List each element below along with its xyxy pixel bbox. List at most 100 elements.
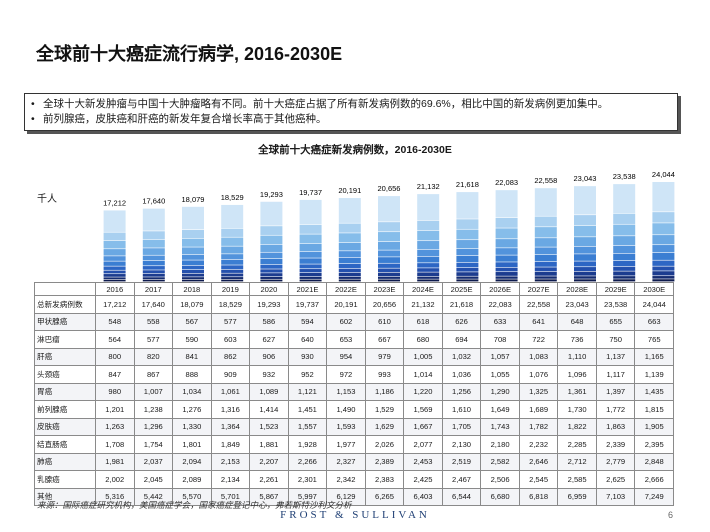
table-row: 乳腺癌 2,002 2,045 2,089 2,134 2,261 2,301 2,342 2,… [34,470,674,489]
table-cell: 1,361 [557,382,597,401]
table-cell: 909 [210,365,251,384]
column-header: 2026E [480,282,520,296]
table-cell: 1,977 [326,435,366,454]
table-cell: 5,701 [210,487,251,506]
table-cell: 1,610 [441,400,482,419]
bar-segment [338,223,361,233]
table-cell: 618 [403,312,443,331]
bar-segment [103,279,126,282]
table-cell: 19,737 [287,295,328,314]
table-cell: 867 [133,365,174,384]
bar-total-label: 17,640 [142,197,165,206]
bar-segment [378,272,400,277]
table-cell: 1,036 [441,365,482,384]
table-cell: 18,529 [210,295,251,314]
table-cell: 1,667 [403,417,443,436]
bar-segment [613,279,636,282]
table-row: 皮肤癌 1,263 1,296 1,330 1,364 1,523 1,557 1,593 1,… [34,417,674,436]
bar-segment [652,181,675,212]
bar-segment [613,260,636,267]
table-cell: 800 [95,347,135,366]
table-row: 甲状腺癌 548 558 567 577 586 594 602 610 618 626 633 641… [34,312,674,331]
table-cell: 841 [172,347,212,366]
bar-segment [417,220,440,231]
bar-total-label: 22,083 [495,178,518,187]
table-cell: 2,339 [595,435,636,454]
bar-segment [338,279,361,282]
table-cell: 2,301 [287,470,328,489]
table-cell: 19,293 [249,295,289,314]
bar-segment [142,266,165,270]
table-cell: 653 [326,330,366,349]
bar-segment [613,271,636,276]
table-cell: 626 [441,312,482,331]
table-cell: 1,005 [403,347,443,366]
table-cell: 7,103 [595,487,636,506]
table-cell: 1,649 [480,400,520,419]
table-cell: 2,585 [557,470,597,489]
table-cell: 1,557 [287,417,328,436]
bar-segment [221,269,244,273]
bar-segment [652,276,675,279]
page-number: 6 [668,510,674,520]
bullet-icon: • [31,98,35,110]
bar-segment [338,257,361,264]
bar-segment [378,263,400,268]
table-cell: 1,629 [364,417,405,436]
bar-segment [299,276,322,279]
table-cell: 847 [95,365,135,384]
bar-segment [221,204,244,229]
table-cell: 1,905 [634,417,674,436]
column-header: 2028E [557,282,597,296]
bar-segment [338,242,361,251]
bar-segment [338,276,361,279]
bar-segment [260,226,283,235]
table-cell: 952 [287,365,328,384]
table-row: 前列腺癌 1,201 1,238 1,276 1,316 1,414 1,451 1,490 1… [34,400,674,419]
table-cell: 648 [557,312,597,331]
row-label: 乳腺癌 [34,470,96,489]
table-cell: 1,730 [557,400,597,419]
table-cell: 1,708 [95,435,135,454]
table-cell: 888 [172,365,212,384]
table-cell: 2,094 [172,452,212,471]
table-cell: 2,261 [249,470,289,489]
table-cell: 667 [364,330,405,349]
bar-segment [142,239,165,248]
unit-label: 千人 [37,194,57,205]
bar-segment [338,272,361,277]
table-cell: 1,397 [595,382,636,401]
bar-segment [299,224,322,234]
bar-segment [260,279,283,282]
table-cell: 641 [518,312,559,331]
table-cell: 20,656 [364,295,405,314]
bar-segment [299,269,322,273]
bar-segment [299,272,322,277]
table-cell: 694 [441,330,482,349]
table-cell: 1,007 [133,382,174,401]
table-cell: 20,191 [326,295,366,314]
table-cell: 548 [95,312,135,331]
row-label: 甲状腺癌 [34,312,96,331]
bar-segment [260,276,283,279]
table-header-row: 2016 2017 2018 2019 2020 2021E 2022E 2023E 2024E… [34,282,674,296]
source-note: 来源：国际癌症研究机构，美国癌症学会，国家癌症登记中心，弗若斯特沙利文分析 [37,500,352,510]
table-cell: 1,782 [518,417,559,436]
bar-segment [574,267,596,272]
bar-segment [534,279,557,282]
table-cell: 1,089 [249,382,289,401]
bar-segment [534,238,557,247]
row-label: 肺癌 [34,452,96,471]
table-cell: 1,276 [172,400,212,419]
bar-segment [299,279,322,282]
table-cell: 586 [249,312,289,331]
bar-segment [417,272,440,277]
row-label: 肝癌 [34,347,96,366]
table-cell: 1,186 [364,382,405,401]
table-cell: 1,849 [210,435,251,454]
table-cell: 954 [326,347,366,366]
bar-segment [182,277,204,280]
bar-segment [182,229,204,239]
table-cell: 2,389 [364,452,405,471]
bar-segment [142,248,165,255]
